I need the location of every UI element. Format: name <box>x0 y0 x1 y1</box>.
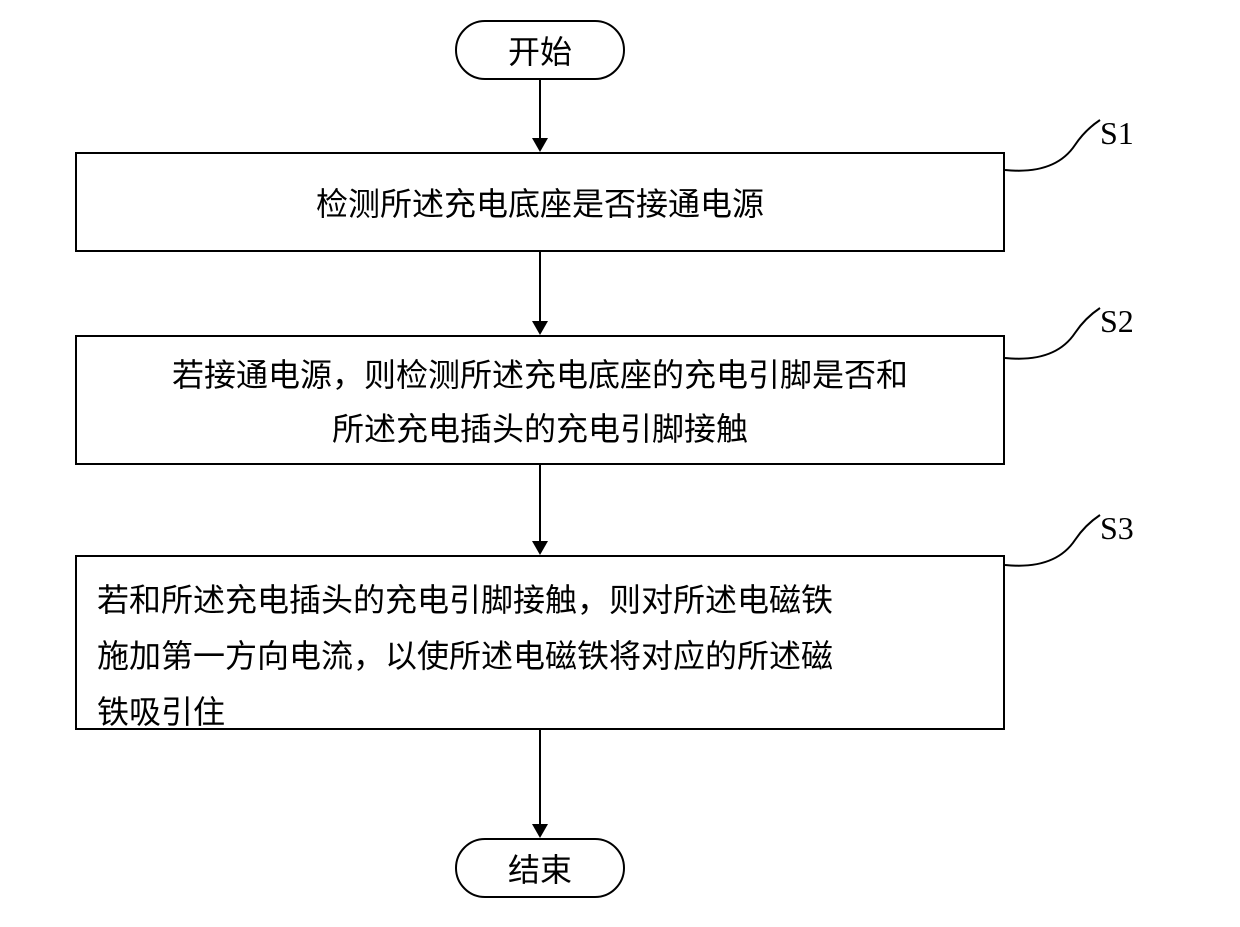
arrow-head-3 <box>532 541 548 555</box>
arrow-line-4 <box>539 730 541 824</box>
arrow-head-4 <box>532 824 548 838</box>
s1-text: 检测所述充电底座是否接通电源 <box>316 179 764 225</box>
label-s3: S3 <box>1100 510 1134 547</box>
process-step-s1: 检测所述充电底座是否接通电源 <box>75 152 1005 252</box>
arrow-line-1 <box>539 80 541 138</box>
arrow-line-3 <box>539 465 541 541</box>
end-terminator: 结束 <box>455 838 625 898</box>
label-s1: S1 <box>1100 115 1134 152</box>
process-step-s2: 若接通电源，则检测所述充电底座的充电引脚是否和 所述充电插头的充电引脚接触 <box>75 335 1005 465</box>
arrow-head-2 <box>532 321 548 335</box>
end-label: 结束 <box>508 845 572 891</box>
arrow-head-1 <box>532 138 548 152</box>
start-terminator: 开始 <box>455 20 625 80</box>
connector-s1 <box>1005 115 1105 185</box>
s3-text-line3: 铁吸引住 <box>97 687 225 733</box>
arrow-line-2 <box>539 252 541 321</box>
flowchart-container: 开始 检测所述充电底座是否接通电源 S1 若接通电源，则检测所述充电底座的充电引… <box>0 0 1240 927</box>
connector-s2 <box>1005 303 1105 373</box>
start-label: 开始 <box>508 27 572 73</box>
label-s2: S2 <box>1100 303 1134 340</box>
s3-text-line1: 若和所述充电插头的充电引脚接触，则对所述电磁铁 <box>97 575 833 621</box>
s3-text-line2: 施加第一方向电流，以使所述电磁铁将对应的所述磁 <box>97 631 833 677</box>
s2-text-line2: 所述充电插头的充电引脚接触 <box>332 404 748 450</box>
connector-s3 <box>1005 510 1105 580</box>
s2-text-line1: 若接通电源，则检测所述充电底座的充电引脚是否和 <box>172 350 908 396</box>
process-step-s3: 若和所述充电插头的充电引脚接触，则对所述电磁铁 施加第一方向电流，以使所述电磁铁… <box>75 555 1005 730</box>
